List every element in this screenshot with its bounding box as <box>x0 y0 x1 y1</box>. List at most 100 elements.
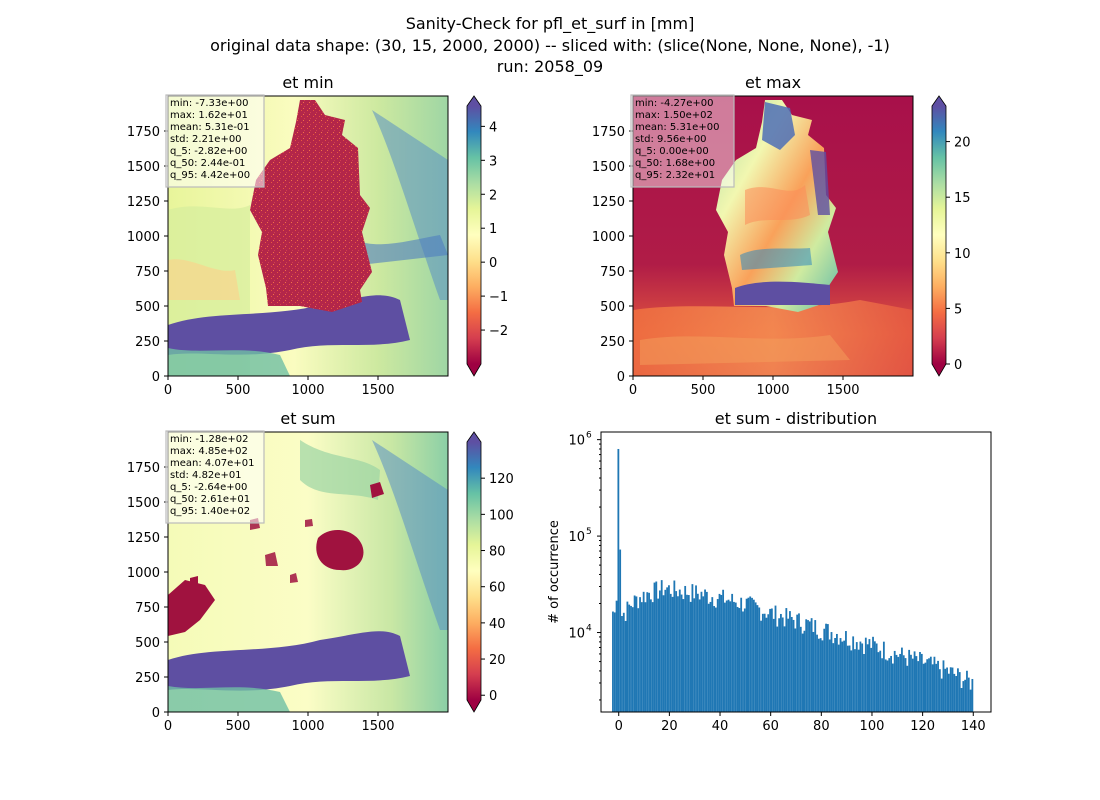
svg-text:1750: 1750 <box>592 125 625 140</box>
histogram-bar <box>738 608 741 712</box>
histogram-bar <box>659 590 661 712</box>
svg-text:0: 0 <box>629 383 637 398</box>
histogram-bar <box>929 656 932 712</box>
colorbar-tick-label: 0 <box>489 689 497 704</box>
colorbar-tick-label: 0 <box>954 358 962 373</box>
histogram-bar <box>915 656 918 712</box>
histogram-x-tick-label: 140 <box>961 719 986 734</box>
histogram-bar <box>682 599 685 712</box>
histogram-x-tick-label: 80 <box>813 719 830 734</box>
histogram-x-tick-label: 20 <box>661 719 678 734</box>
histogram-y-tick-exponent: 5 <box>586 527 592 537</box>
et-sum-y-tick: 750 <box>135 601 168 616</box>
histogram-bar <box>678 589 681 712</box>
histogram-y-tick-exponent: 4 <box>586 624 592 634</box>
histogram-bar <box>731 593 734 712</box>
svg-text:500: 500 <box>691 383 716 398</box>
histogram-x-tick: 60 <box>762 712 779 734</box>
histogram-bar <box>673 580 676 712</box>
histogram-bar <box>933 656 936 712</box>
colorbar-tick: 3 <box>481 154 497 169</box>
colorbar-tick: 20 <box>946 136 971 151</box>
colorbar-tick: 0 <box>946 358 962 373</box>
et-max-y-tick: 500 <box>600 300 633 315</box>
histogram-bar <box>720 594 723 712</box>
histogram-bar <box>619 549 622 712</box>
histogram-y-tick-exponent: 6 <box>586 431 592 441</box>
colorbar-tick-label: 2 <box>489 188 497 203</box>
histogram-bar <box>942 660 945 712</box>
histogram-bar <box>747 597 750 712</box>
histogram-bar <box>736 606 739 712</box>
histogram-bar <box>774 605 777 712</box>
et-min-colorbar: −2 −1 0 1 2 3 4 <box>466 95 508 377</box>
colorbar-tick: 100 <box>481 508 514 523</box>
figure-title-line-2: original data shape: (30, 15, 2000, 2000… <box>210 36 890 55</box>
histogram-bar <box>798 613 800 712</box>
histogram-bar <box>971 678 974 712</box>
colorbar-tick-label: 3 <box>489 154 497 169</box>
histogram-bar <box>675 591 678 712</box>
histogram-bar <box>770 608 773 712</box>
histogram-x-tick: 120 <box>910 712 935 734</box>
svg-text:250: 250 <box>135 335 160 350</box>
histogram-bar <box>946 667 948 712</box>
histogram-bar <box>843 640 846 712</box>
histogram-bar <box>940 678 943 712</box>
histogram-bar <box>783 626 786 712</box>
histogram-bar <box>855 642 858 712</box>
colorbar-tick: 40 <box>481 617 506 632</box>
et-max-y-tick: 1000 <box>592 230 633 245</box>
svg-text:1750: 1750 <box>127 461 160 476</box>
histogram-bar <box>964 679 967 712</box>
histogram-bar <box>884 659 887 712</box>
svg-text:250: 250 <box>135 671 160 686</box>
histogram-bar <box>664 589 667 712</box>
histogram-bar <box>615 600 618 712</box>
histogram-bar <box>872 636 874 712</box>
histogram-bar <box>908 649 911 712</box>
svg-text:1250: 1250 <box>127 195 160 210</box>
et-sum-x-tick: 1500 <box>361 712 395 734</box>
histogram-bar <box>649 599 652 712</box>
histogram-x-tick: 20 <box>661 712 678 734</box>
stats-line: q_95: 4.42e+00 <box>170 170 250 181</box>
histogram-bar <box>911 658 914 712</box>
histogram-bar <box>704 589 706 712</box>
et-max-x-tick: 1000 <box>756 376 790 398</box>
histogram-bar <box>906 665 909 712</box>
histogram-bar <box>722 589 725 712</box>
et-sum-x-tick: 500 <box>226 712 250 734</box>
et-max-y-tick: 1500 <box>592 160 633 175</box>
colorbar-tick-label: 15 <box>954 191 971 206</box>
colorbar-tick: 15 <box>946 191 971 206</box>
histogram-bar <box>640 602 643 712</box>
histogram-bar <box>875 643 878 712</box>
figure-title: Sanity-Check for pfl_et_surf in [mm] ori… <box>210 14 890 77</box>
histogram-bar <box>969 689 972 712</box>
histogram-bar <box>796 614 799 712</box>
et-sum-y-tick: 500 <box>135 636 168 651</box>
histogram-bar <box>826 624 829 712</box>
histogram-bar <box>821 640 824 712</box>
et-min-y-tick: 1750 <box>127 125 168 140</box>
et-sum-y-tick: 250 <box>135 671 168 686</box>
et-max-y-tick: 750 <box>600 265 633 280</box>
histogram-bar <box>854 649 856 712</box>
stats-line: min: -1.28e+02 <box>170 434 249 445</box>
et-min-y-axis: 0 250 500 750 1000 1250 1500 1750 <box>127 125 168 385</box>
et-max-y-tick: 1250 <box>592 195 633 210</box>
histogram-bar <box>742 611 744 712</box>
histogram-bar <box>935 663 938 712</box>
et-min-title: et min <box>282 73 333 92</box>
et-min-heatmap <box>168 96 448 376</box>
histogram-bar <box>839 638 842 712</box>
svg-text:750: 750 <box>135 601 160 616</box>
et-min-y-tick: 1000 <box>127 230 168 245</box>
histogram-bar <box>680 594 683 712</box>
histogram-bar <box>877 652 880 712</box>
histogram-bar <box>846 645 849 712</box>
histogram-bar <box>931 664 934 712</box>
histogram-bar <box>689 601 692 712</box>
